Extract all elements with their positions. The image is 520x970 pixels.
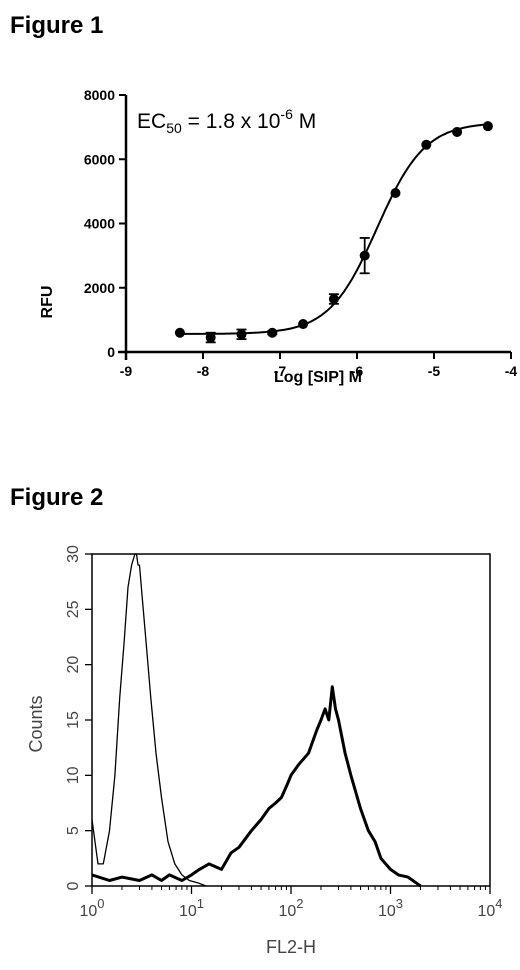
data-point xyxy=(421,139,432,150)
y-tick-label: 5 xyxy=(65,826,82,835)
data-point xyxy=(298,319,309,330)
x-tick-label: -5 xyxy=(428,363,441,379)
plot-frame xyxy=(91,553,491,887)
y-tick-label: 2000 xyxy=(84,280,115,296)
x-tick-label: 103 xyxy=(378,896,403,920)
data-point xyxy=(328,293,339,304)
x-tick-label: 101 xyxy=(179,896,204,920)
histogram-series-1 xyxy=(91,553,207,887)
data-point xyxy=(482,121,493,132)
data-point xyxy=(267,327,278,338)
y-tick-label: 25 xyxy=(65,600,82,618)
x-tick-label: -4 xyxy=(505,363,518,379)
figure-2-x-axis-label: FL2-H xyxy=(266,937,316,957)
data-point xyxy=(174,327,185,338)
y-tick-label: 15 xyxy=(65,711,82,729)
x-tick-label: -8 xyxy=(197,363,210,379)
y-tick-label: 0 xyxy=(65,881,82,890)
x-tick-label: 104 xyxy=(477,896,502,920)
data-point xyxy=(236,329,247,340)
y-tick-label: 0 xyxy=(107,344,115,360)
x-tick-label: -6 xyxy=(351,363,364,379)
figure-1-y-axis-label: RFU xyxy=(39,286,56,319)
figure-1-x-axis-label: Log [SIP] M xyxy=(274,369,362,386)
y-tick-label: 20 xyxy=(65,656,82,674)
figure-2-histograms xyxy=(91,553,422,888)
y-tick-label: 4000 xyxy=(84,216,115,232)
data-point xyxy=(205,332,216,343)
data-point xyxy=(390,187,401,198)
y-tick-label: 8000 xyxy=(84,87,115,103)
figure-1-data-points xyxy=(174,121,493,344)
figure-1-chart: -9 -8 -7 -6 -5 -4 0 2000 4000 6000 8000 EC50 = 1.8… xyxy=(39,87,518,386)
y-tick-label: 30 xyxy=(65,545,82,563)
figure-1-title: Figure 1 xyxy=(10,12,104,39)
y-tick-label: 10 xyxy=(65,766,82,784)
figure-2-title: Figure 2 xyxy=(10,484,104,511)
x-tick-label: 100 xyxy=(79,896,104,920)
x-tick-label: -7 xyxy=(274,363,287,379)
figure-1-axes: -9 -8 -7 -6 -5 -4 0 2000 4000 6000 8000 xyxy=(84,87,518,379)
figure-2-axes: 100 101 102 103 104 0 5 10 15 20 25 30 xyxy=(65,545,503,920)
figure-2-chart: 100 101 102 103 104 0 5 10 15 20 25 30 FL2-H Counts… xyxy=(26,545,503,957)
ec50-annotation: EC50 = 1.8 x 10-6 M xyxy=(137,106,316,136)
data-point xyxy=(452,126,463,137)
x-tick-label: 102 xyxy=(278,896,303,920)
data-point xyxy=(359,250,370,261)
x-tick-label: -9 xyxy=(120,363,133,379)
histogram-series-2 xyxy=(91,685,422,888)
figure-2-y-axis-label-text: Counts xyxy=(26,695,46,752)
y-tick-label: 6000 xyxy=(84,151,115,167)
